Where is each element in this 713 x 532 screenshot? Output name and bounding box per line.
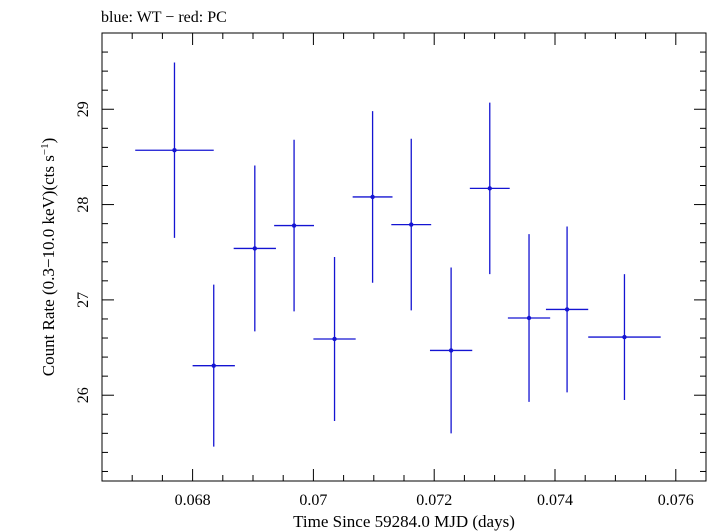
data-point	[429, 267, 473, 434]
data-point-marker	[564, 307, 570, 312]
data-point-marker	[291, 223, 297, 228]
data-point-marker	[448, 348, 454, 353]
x-tick-label: 0.07	[299, 492, 327, 509]
plot-frame	[101, 32, 707, 482]
axis-ticks	[101, 32, 707, 481]
data-point-marker	[487, 186, 492, 191]
x-tick-labels: 0.068 0.07 0.072 0.074 0.076	[175, 492, 694, 509]
data-point-marker	[172, 148, 177, 153]
y-axis-label-close: )	[39, 138, 58, 144]
x-tick-label: 0.076	[658, 492, 694, 509]
data-point	[507, 234, 551, 402]
y-axis-label-main: Count Rate (0.3−10.0 keV)(cts s	[39, 155, 58, 376]
data-point	[391, 138, 432, 311]
data-point	[135, 62, 214, 238]
data-point	[313, 257, 356, 421]
data-point	[469, 102, 510, 275]
data-point-marker	[622, 334, 627, 340]
data-point-marker	[526, 315, 532, 321]
x-tick-label: 0.074	[537, 492, 573, 509]
y-tick-labels: 26 27 28 29	[75, 101, 92, 403]
chart-title: blue: WT − red: PC	[101, 9, 227, 26]
y-axis-label: Count Rate (0.3−10.0 keV)(cts s−1)	[39, 138, 58, 377]
data-point-marker	[252, 246, 258, 251]
data-point	[192, 284, 235, 447]
y-tick-label: 27	[75, 292, 92, 308]
data-series	[135, 62, 661, 447]
data-point	[352, 111, 393, 283]
data-point	[233, 165, 276, 332]
y-tick-label: 26	[75, 387, 92, 403]
data-point	[274, 139, 315, 312]
data-point	[545, 226, 589, 393]
y-tick-label: 29	[75, 101, 92, 117]
data-point-marker	[370, 194, 375, 200]
y-tick-label: 28	[75, 197, 92, 213]
data-point-marker	[332, 336, 337, 342]
x-tick-label: 0.072	[416, 492, 452, 509]
y-axis-label-superscript: −1	[39, 143, 51, 155]
x-tick-label: 0.068	[175, 492, 211, 509]
data-point-marker	[211, 363, 216, 368]
x-axis-label: Time Since 59284.0 MJD (days)	[293, 512, 515, 531]
data-point-marker	[409, 222, 414, 227]
data-point	[588, 274, 661, 400]
